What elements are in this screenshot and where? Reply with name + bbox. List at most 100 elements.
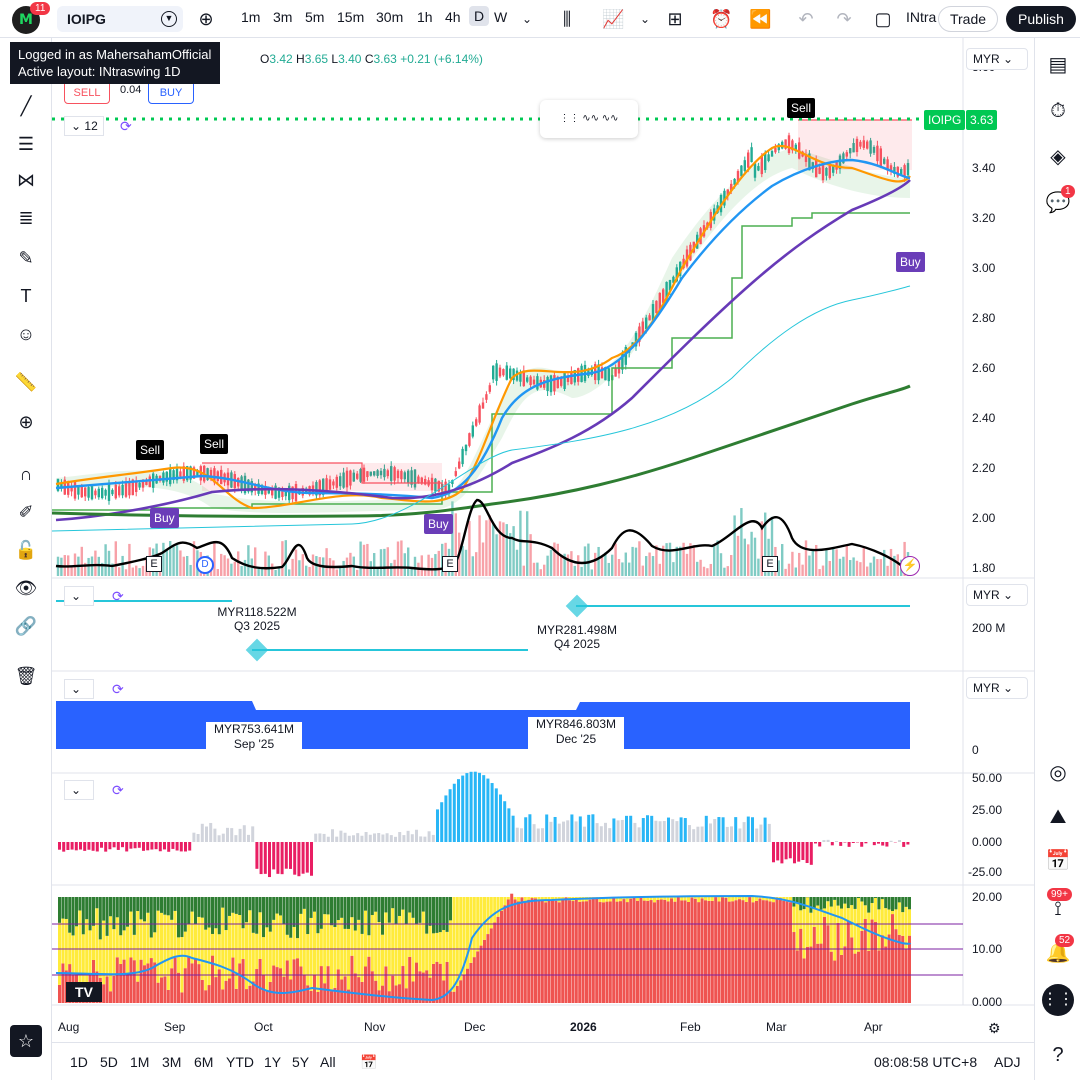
- stack-green: [112, 897, 116, 930]
- dividend-marker[interactable]: D: [196, 556, 214, 574]
- histogram-bar: [146, 842, 150, 851]
- compass-icon[interactable]: ◎: [1049, 762, 1067, 784]
- sync-icon[interactable]: ⟳: [112, 588, 124, 604]
- trade-button[interactable]: Trade: [938, 6, 998, 32]
- tv-logo-icon[interactable]: TV: [66, 982, 102, 1002]
- range-ytd[interactable]: YTD: [226, 1054, 254, 1070]
- alarm-clock-icon[interactable]: ⏱: [1050, 100, 1066, 122]
- ruler-icon[interactable]: 📏: [14, 372, 38, 392]
- undo-icon[interactable]: ↶: [798, 9, 814, 29]
- chevron-down-icon[interactable]: ⌄: [639, 12, 651, 26]
- brush-icon[interactable]: ✎: [18, 248, 34, 268]
- earnings-marker[interactable]: E: [146, 556, 162, 572]
- interval-1h[interactable]: 1h: [417, 9, 433, 25]
- earnings-marker[interactable]: E: [762, 556, 778, 572]
- feed-icon[interactable]: ⟟: [1054, 898, 1062, 920]
- redo-icon[interactable]: ↷: [836, 9, 852, 29]
- alert-clock-icon[interactable]: ⏰: [710, 9, 733, 29]
- stack-red: [547, 899, 551, 1003]
- range-5d[interactable]: 5D: [100, 1054, 118, 1070]
- lock-icon[interactable]: 🔓: [14, 540, 38, 560]
- fullscreen-icon[interactable]: ▢: [874, 9, 892, 29]
- candle-type-icon[interactable]: ⫼: [562, 9, 572, 29]
- stack-green: [306, 897, 310, 935]
- interval-4h[interactable]: 4h: [445, 9, 461, 25]
- compare-add-icon[interactable]: ⊕: [198, 9, 214, 29]
- stack-red: [483, 939, 486, 1003]
- adj-toggle[interactable]: ADJ: [994, 1054, 1021, 1070]
- candle-body: [216, 471, 219, 481]
- emoji-icon[interactable]: ☺: [16, 324, 36, 344]
- sync-icon[interactable]: ⟳: [120, 118, 132, 134]
- indicators-icon[interactable]: 📈: [602, 9, 625, 29]
- symbol-search[interactable]: IOIPG ▼: [57, 6, 183, 32]
- interval-3m[interactable]: 3m: [273, 9, 293, 25]
- candle-body: [543, 380, 546, 388]
- collapse-pane-button[interactable]: ⌄: [64, 679, 94, 699]
- trash-icon[interactable]: 🗑: [14, 666, 38, 686]
- range-5y[interactable]: 5Y: [292, 1054, 310, 1070]
- stay-drawing-icon[interactable]: ✐: [18, 502, 34, 522]
- pattern-icon[interactable]: ⋈: [17, 170, 35, 190]
- currency-select[interactable]: MYR ⌄: [966, 48, 1028, 70]
- clock[interactable]: 08:08:58 UTC+8: [874, 1054, 978, 1070]
- interval-w[interactable]: W: [494, 9, 508, 25]
- favorites-star-icon[interactable]: ☆: [10, 1025, 42, 1057]
- eye-icon[interactable]: 👁: [14, 578, 38, 598]
- symbol-quick-icon[interactable]: ▼: [161, 11, 177, 27]
- date-range-icon[interactable]: 📅: [360, 1054, 378, 1070]
- replay-icon[interactable]: ⏪: [749, 9, 772, 29]
- pane2-currency-select[interactable]: MYR ⌄: [966, 584, 1028, 606]
- range-all[interactable]: All: [320, 1054, 336, 1070]
- interval-30m[interactable]: 30m: [376, 9, 404, 25]
- text-icon[interactable]: T: [20, 286, 32, 306]
- collapse-pane-button[interactable]: ⌄: [64, 586, 94, 606]
- apps-grid-icon[interactable]: ⋮⋮: [1042, 984, 1074, 1016]
- volume-bar: [294, 549, 298, 576]
- layout-name[interactable]: INtra: [906, 9, 937, 25]
- interval-15m[interactable]: 15m: [337, 9, 365, 25]
- range-6m[interactable]: 6M: [194, 1054, 214, 1070]
- sync-icon[interactable]: ⟳: [112, 681, 124, 697]
- sync-icon[interactable]: ⟳: [112, 782, 124, 798]
- volume-bar: [787, 563, 791, 576]
- chart-area[interactable]: O3.42 H3.65 L3.40 C3.63 +0.21 (+6.14%) 3…: [51, 38, 1034, 1042]
- watchlist-icon[interactable]: ▤: [1048, 54, 1068, 76]
- fib-icon[interactable]: ≣: [18, 208, 34, 228]
- collapse-legend-button[interactable]: ⌄ 12: [64, 116, 104, 136]
- volume-bar: [356, 569, 359, 576]
- earnings-marker[interactable]: E: [442, 556, 458, 572]
- lightning-icon[interactable]: ⚡: [900, 556, 920, 576]
- pane3-currency-select[interactable]: MYR ⌄: [966, 677, 1028, 699]
- bell-icon[interactable]: 🔔: [1045, 942, 1071, 964]
- histogram-bar: [150, 842, 154, 850]
- collapse-pane-button[interactable]: ⌄: [64, 780, 94, 800]
- trendline-icon[interactable]: ╱: [20, 96, 32, 116]
- horizontal-lines-icon[interactable]: ☰: [17, 134, 35, 154]
- stack-yellow: [710, 897, 714, 901]
- calendar-icon[interactable]: 📅: [1045, 850, 1071, 872]
- layout-grid-icon[interactable]: ⊞: [667, 9, 683, 29]
- interval-1m[interactable]: 1m: [241, 9, 261, 25]
- help-icon[interactable]: ?: [1052, 1044, 1064, 1066]
- range-1d[interactable]: 1D: [70, 1054, 88, 1070]
- link-icon[interactable]: 🔗: [14, 616, 38, 636]
- pattern-templates-widget[interactable]: ⋮⋮ ∿∿ ∿∿: [540, 100, 638, 138]
- chevron-down-icon[interactable]: ⌄: [521, 12, 533, 26]
- candle-body: [570, 371, 573, 385]
- candle-body: [566, 375, 570, 382]
- layers-icon[interactable]: ◈: [1050, 146, 1066, 168]
- ideas-icon[interactable]: ⛰: [1049, 806, 1067, 828]
- interval-5m[interactable]: 5m: [305, 9, 325, 25]
- range-3m[interactable]: 3M: [162, 1054, 182, 1070]
- volume-bar: [94, 550, 97, 576]
- range-1m[interactable]: 1M: [130, 1054, 150, 1070]
- zoom-icon[interactable]: ⊕: [18, 412, 34, 432]
- magnet-icon[interactable]: ∩: [19, 464, 33, 484]
- interval-d[interactable]: D: [469, 6, 490, 26]
- range-1y[interactable]: 1Y: [264, 1054, 282, 1070]
- candle-body: [522, 370, 525, 387]
- candle-body: [560, 376, 563, 386]
- settings-gear-icon[interactable]: ⚙: [988, 1020, 1001, 1036]
- publish-button[interactable]: Publish: [1006, 6, 1076, 32]
